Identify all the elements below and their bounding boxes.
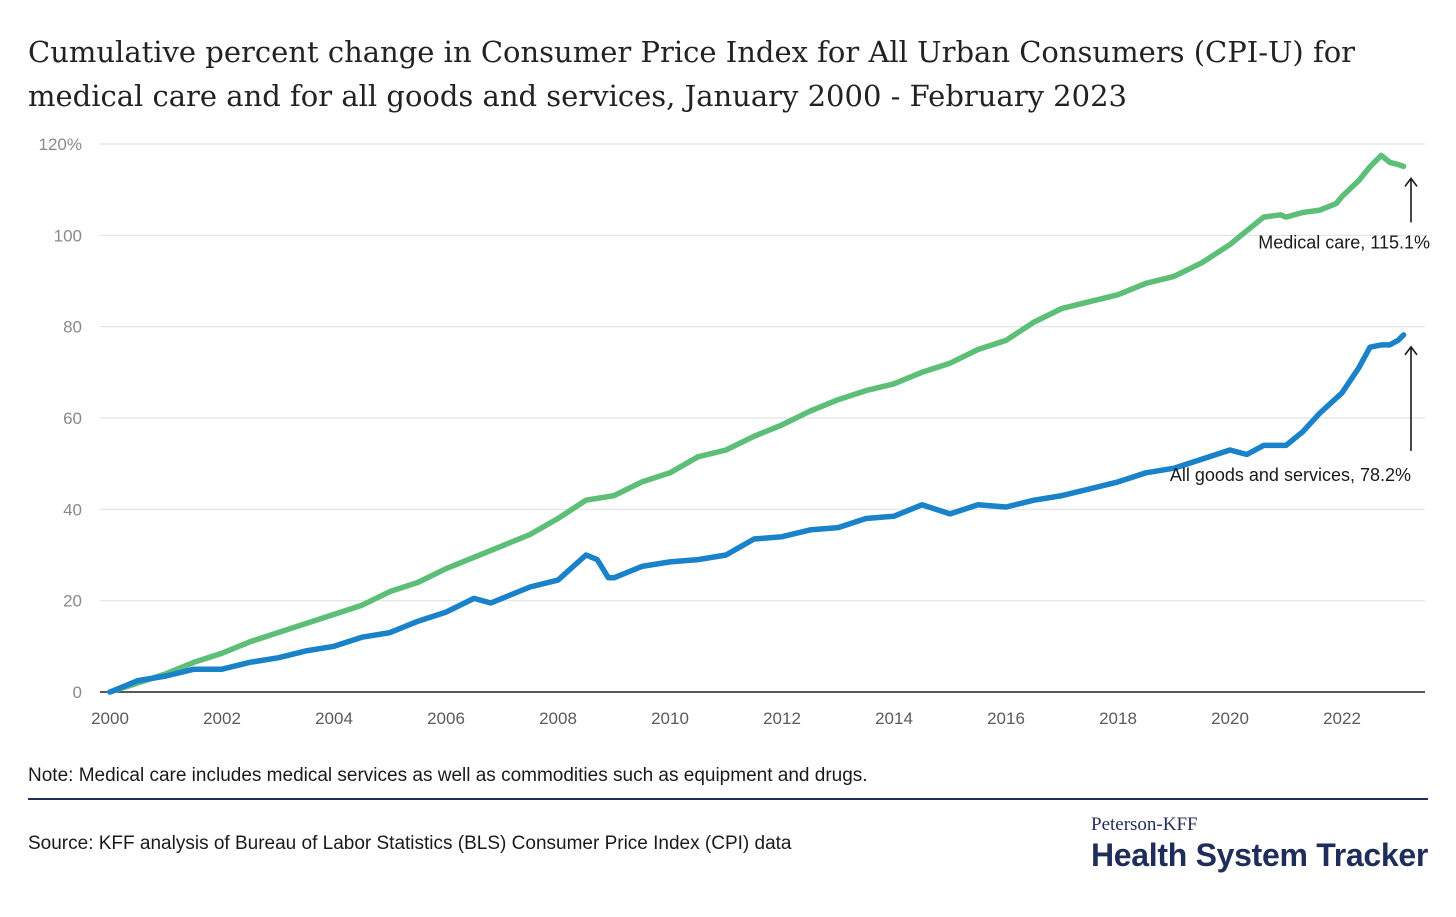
medical-arrow-head xyxy=(1404,177,1418,187)
x-tick-label: 2012 xyxy=(763,709,801,728)
x-tick-label: 2004 xyxy=(315,709,353,728)
x-tick-label: 2006 xyxy=(427,709,465,728)
x-tick-label: 2002 xyxy=(203,709,241,728)
series-lines xyxy=(107,152,1407,695)
medical-care-line xyxy=(107,152,1407,695)
all-goods-arrow-head xyxy=(1404,345,1418,356)
series-annotations: Medical care, 115.1% All goods and servic… xyxy=(1170,177,1430,485)
x-tick-label: 2022 xyxy=(1323,709,1361,728)
x-tick-label: 2016 xyxy=(987,709,1025,728)
logo-big-text: Health System Tracker xyxy=(1091,837,1428,873)
x-tick-label: 2014 xyxy=(875,709,913,728)
all-goods-annotation: All goods and services, 78.2% xyxy=(1170,465,1411,485)
x-axis-ticks: 2000 2002 2004 2006 2008 2010 2012 2014 2016 2018… xyxy=(91,709,1361,728)
divider xyxy=(28,798,1428,800)
medical-care-annotation: Medical care, 115.1% xyxy=(1258,232,1430,252)
x-tick-label: 2018 xyxy=(1099,709,1137,728)
y-tick-label: 60 xyxy=(63,409,82,428)
y-tick-label: 0 xyxy=(73,683,82,702)
x-tick-label: 2020 xyxy=(1211,709,1249,728)
y-axis-ticks: 0 20 40 60 80 100 120% xyxy=(39,135,82,702)
x-tick-label: 2010 xyxy=(651,709,689,728)
y-tick-label: 20 xyxy=(63,592,82,611)
y-tick-label: 80 xyxy=(63,318,82,337)
logo-small-text: Peterson-KFF xyxy=(1091,814,1198,835)
all-goods-line xyxy=(107,332,1407,695)
grid-lines xyxy=(100,143,1425,693)
y-tick-label: 40 xyxy=(63,500,82,519)
chart-title: Cumulative percent change in Consumer Pr… xyxy=(28,35,1356,113)
brand-logo: Peterson-KFF Health System Tracker xyxy=(1091,815,1428,875)
y-tick-label: 120% xyxy=(39,135,82,154)
x-tick-label: 2008 xyxy=(539,709,577,728)
y-tick-label: 100 xyxy=(54,226,82,245)
chart-note: Note: Medical care includes medical serv… xyxy=(28,765,868,786)
chart-source: Source: KFF analysis of Bureau of Labor … xyxy=(28,833,792,854)
x-tick-label: 2000 xyxy=(91,709,129,728)
line-chart: 0 20 40 60 80 100 120% 2000 2002 2004 2006 2008 201… xyxy=(39,135,1430,728)
